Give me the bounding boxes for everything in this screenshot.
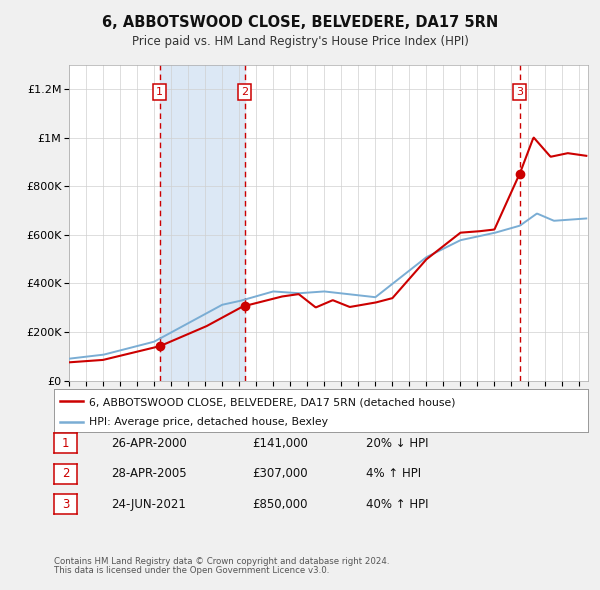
Text: 1: 1	[156, 87, 163, 97]
Text: 28-APR-2005: 28-APR-2005	[111, 467, 187, 480]
Text: 20% ↓ HPI: 20% ↓ HPI	[366, 437, 428, 450]
Text: Contains HM Land Registry data © Crown copyright and database right 2024.: Contains HM Land Registry data © Crown c…	[54, 558, 389, 566]
Text: 26-APR-2000: 26-APR-2000	[111, 437, 187, 450]
Text: 2: 2	[62, 467, 69, 480]
Text: 6, ABBOTSWOOD CLOSE, BELVEDERE, DA17 5RN (detached house): 6, ABBOTSWOOD CLOSE, BELVEDERE, DA17 5RN…	[89, 397, 455, 407]
Text: This data is licensed under the Open Government Licence v3.0.: This data is licensed under the Open Gov…	[54, 566, 329, 575]
Text: £141,000: £141,000	[252, 437, 308, 450]
Text: 3: 3	[62, 498, 69, 511]
Text: HPI: Average price, detached house, Bexley: HPI: Average price, detached house, Bexl…	[89, 417, 328, 427]
Text: 40% ↑ HPI: 40% ↑ HPI	[366, 498, 428, 511]
Text: £850,000: £850,000	[252, 498, 308, 511]
Text: 6, ABBOTSWOOD CLOSE, BELVEDERE, DA17 5RN: 6, ABBOTSWOOD CLOSE, BELVEDERE, DA17 5RN	[102, 15, 498, 30]
Text: 1: 1	[62, 437, 69, 450]
Text: 2: 2	[241, 87, 248, 97]
Text: 3: 3	[516, 87, 523, 97]
Text: Price paid vs. HM Land Registry's House Price Index (HPI): Price paid vs. HM Land Registry's House …	[131, 35, 469, 48]
Text: 24-JUN-2021: 24-JUN-2021	[111, 498, 186, 511]
Text: £307,000: £307,000	[252, 467, 308, 480]
Bar	[160, 65, 245, 381]
Text: 4% ↑ HPI: 4% ↑ HPI	[366, 467, 421, 480]
